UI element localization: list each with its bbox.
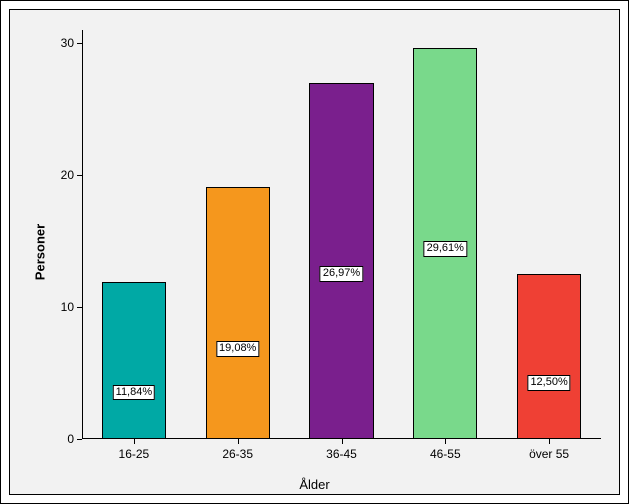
y-axis-label: Personer	[33, 224, 48, 280]
bar: 19,08%	[206, 187, 270, 439]
y-tick-label: 30	[61, 36, 74, 50]
x-tick	[549, 439, 550, 444]
chart-frame: Personer Ålder 010203016-2511,84%26-3519…	[0, 0, 629, 504]
x-tick-label: 36-45	[326, 447, 357, 461]
y-axis-line	[82, 30, 83, 439]
bar: 29,61%	[413, 48, 477, 439]
x-axis-label: Ålder	[299, 477, 329, 492]
x-tick-label: 16-25	[119, 447, 150, 461]
bar-percent-label: 26,97%	[320, 266, 363, 282]
y-tick	[77, 43, 82, 44]
y-tick-label: 0	[67, 432, 74, 446]
x-tick	[134, 439, 135, 444]
bar-percent-label: 12,50%	[527, 375, 570, 391]
x-tick-label: 46-55	[430, 447, 461, 461]
x-tick-label: 26-35	[222, 447, 253, 461]
y-tick	[77, 307, 82, 308]
plot-area: 010203016-2511,84%26-3519,08%36-4526,97%…	[82, 30, 601, 439]
x-tick	[342, 439, 343, 444]
x-tick	[445, 439, 446, 444]
y-tick	[77, 439, 82, 440]
y-tick-label: 10	[61, 300, 74, 314]
y-tick-label: 20	[61, 168, 74, 182]
bar: 12,50%	[517, 274, 581, 439]
y-tick	[77, 175, 82, 176]
chart-outer-panel: Personer Ålder 010203016-2511,84%26-3519…	[9, 9, 620, 495]
bar: 26,97%	[309, 83, 373, 439]
bar-percent-label: 29,61%	[424, 241, 467, 257]
x-tick-label: över 55	[529, 447, 569, 461]
bar: 11,84%	[102, 282, 166, 439]
x-tick	[238, 439, 239, 444]
bar-percent-label: 11,84%	[113, 385, 156, 401]
bar-percent-label: 19,08%	[216, 341, 259, 357]
